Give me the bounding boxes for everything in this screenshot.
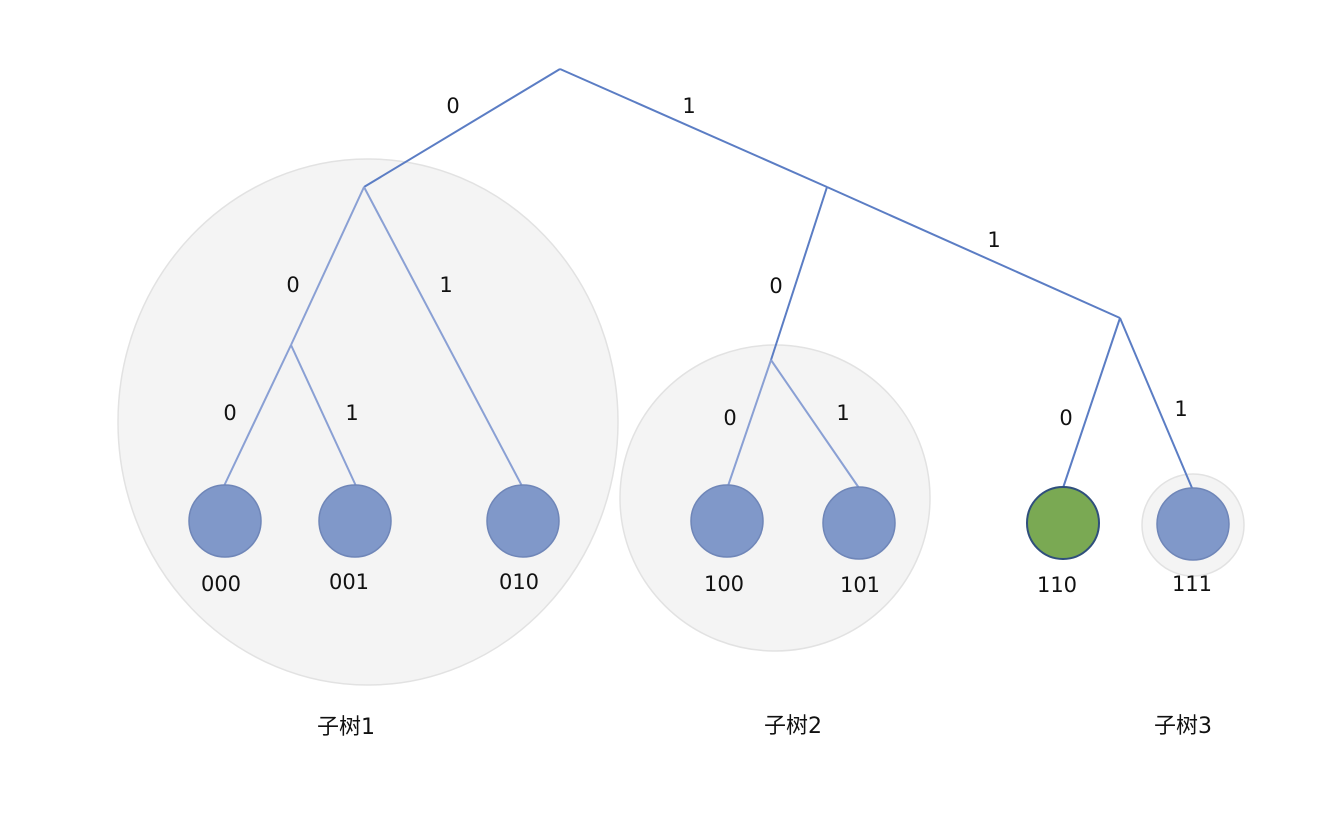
edge-label-n1-left: 0 (769, 274, 782, 298)
leaf-node-001 (318, 484, 392, 558)
edge-label-n1-right: 1 (987, 228, 1000, 252)
leaf-node-000 (188, 484, 262, 558)
edge-n1-left (770, 186, 828, 361)
leaf-node-110-highlighted (1026, 486, 1100, 560)
subtree-1-region (117, 158, 619, 686)
edge-n1-right (826, 186, 1121, 319)
edge-label-n0-left: 0 (286, 273, 299, 297)
leaf-label-000: 000 (201, 572, 241, 596)
edge-label-n10-right: 1 (836, 401, 849, 425)
edge-n00-right (290, 344, 357, 487)
edge-label-n0-right: 1 (439, 273, 452, 297)
leaf-label-110: 110 (1037, 573, 1077, 597)
leaf-node-111 (1156, 487, 1230, 561)
leaf-label-100: 100 (704, 572, 744, 596)
leaf-label-001: 001 (329, 570, 369, 594)
edge-label-n11-left: 0 (1059, 406, 1072, 430)
subtree-label-2: 子树2 (764, 714, 822, 739)
leaf-node-101 (822, 486, 896, 560)
subtree-label-1: 子树1 (317, 715, 375, 740)
edge-label-n10-left: 0 (723, 406, 736, 430)
edge-label-n00-left: 0 (223, 401, 236, 425)
edge-n10-right (770, 359, 860, 489)
leaf-label-010: 010 (499, 570, 539, 594)
edge-root-left (363, 68, 561, 188)
edge-label-root-left: 0 (446, 94, 459, 118)
leaf-label-101: 101 (840, 573, 880, 597)
edge-n11-right (1119, 317, 1193, 489)
edge-n11-left (1062, 317, 1121, 489)
edge-n0-right (363, 186, 523, 487)
edge-label-root-right: 1 (682, 94, 695, 118)
edge-label-n11-right: 1 (1174, 397, 1187, 421)
leaf-label-111: 111 (1172, 572, 1212, 596)
edge-n10-left (727, 359, 772, 487)
leaf-node-010 (486, 484, 560, 558)
subtree-label-3: 子树3 (1154, 714, 1212, 739)
edge-n00-left (223, 344, 292, 487)
edge-label-n00-right: 1 (345, 401, 358, 425)
edge-root-right (559, 68, 828, 188)
edge-n0-left (290, 186, 365, 346)
leaf-node-100 (690, 484, 764, 558)
